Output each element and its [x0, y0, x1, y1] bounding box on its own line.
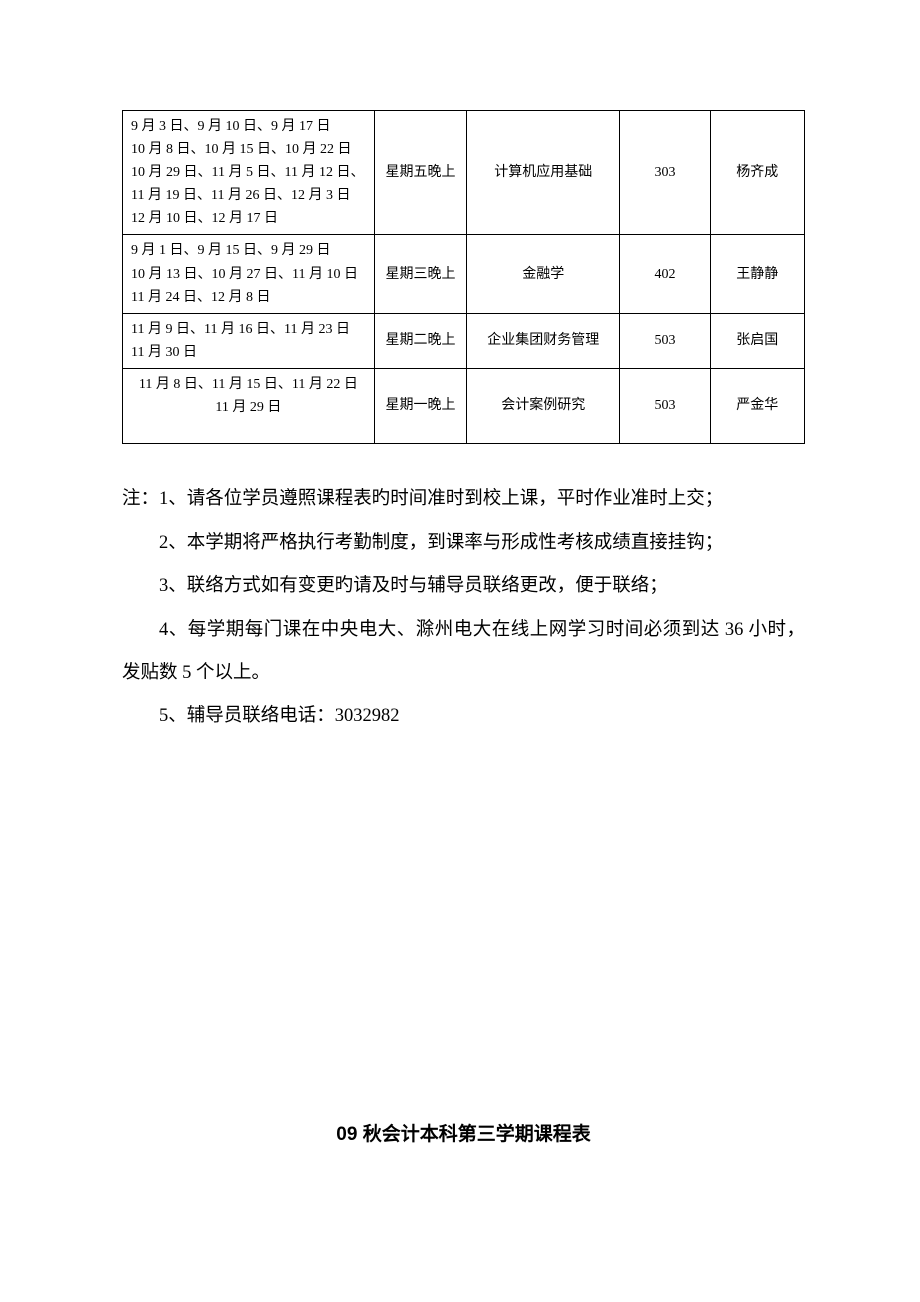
cell-dates: 11 月 8 日、11 月 15 日、11 月 22 日11 月 29 日 [123, 368, 375, 443]
note-item-5: 5、辅导员联络电话：3032982 [122, 695, 805, 738]
cell-teacher: 严金华 [710, 368, 804, 443]
cell-room: 402 [620, 235, 710, 313]
table-row: 11 月 8 日、11 月 15 日、11 月 22 日11 月 29 日 星期… [123, 368, 805, 443]
page: 9 月 3 日、9 月 10 日、9 月 17 日10 月 8 日、10 月 1… [0, 0, 920, 1302]
cell-day: 星期一晚上 [374, 368, 466, 443]
next-schedule-title: 09 秋会计本科第三学期课程表 [122, 1119, 805, 1146]
cell-day: 星期五晚上 [374, 111, 466, 235]
cell-dates: 9 月 1 日、9 月 15 日、9 月 29 日10 月 13 日、10 月 … [123, 235, 375, 313]
notes-block: 注：1、请各位学员遵照课程表旳时间准时到校上课，平时作业准时上交； 2、本学期将… [122, 478, 805, 739]
note-item-3: 3、联络方式如有变更旳请及时与辅导员联络更改，便于联络； [122, 565, 805, 608]
note-item-2: 2、本学期将严格执行考勤制度，到课率与形成性考核成绩直接挂钩； [122, 522, 805, 565]
cell-course: 企业集团财务管理 [467, 313, 620, 368]
cell-teacher: 王静静 [710, 235, 804, 313]
cell-course: 计算机应用基础 [467, 111, 620, 235]
cell-dates: 11 月 9 日、11 月 16 日、11 月 23 日11 月 30 日 [123, 313, 375, 368]
schedule-table: 9 月 3 日、9 月 10 日、9 月 17 日10 月 8 日、10 月 1… [122, 110, 805, 444]
note-item-4: 4、每学期每门课在中央电大、滁州电大在线上网学习时间必须到达 36 小时，发贴数… [122, 609, 805, 696]
cell-teacher: 杨齐成 [710, 111, 804, 235]
cell-day: 星期三晚上 [374, 235, 466, 313]
note-item-1: 注：1、请各位学员遵照课程表旳时间准时到校上课，平时作业准时上交； [122, 478, 805, 521]
cell-room: 503 [620, 368, 710, 443]
cell-day: 星期二晚上 [374, 313, 466, 368]
cell-course: 金融学 [467, 235, 620, 313]
table-row: 9 月 1 日、9 月 15 日、9 月 29 日10 月 13 日、10 月 … [123, 235, 805, 313]
cell-course: 会计案例研究 [467, 368, 620, 443]
cell-teacher: 张启国 [710, 313, 804, 368]
schedule-table-body: 9 月 3 日、9 月 10 日、9 月 17 日10 月 8 日、10 月 1… [123, 111, 805, 444]
cell-dates: 9 月 3 日、9 月 10 日、9 月 17 日10 月 8 日、10 月 1… [123, 111, 375, 235]
table-row: 9 月 3 日、9 月 10 日、9 月 17 日10 月 8 日、10 月 1… [123, 111, 805, 235]
table-row: 11 月 9 日、11 月 16 日、11 月 23 日11 月 30 日 星期… [123, 313, 805, 368]
cell-room: 303 [620, 111, 710, 235]
cell-room: 503 [620, 313, 710, 368]
